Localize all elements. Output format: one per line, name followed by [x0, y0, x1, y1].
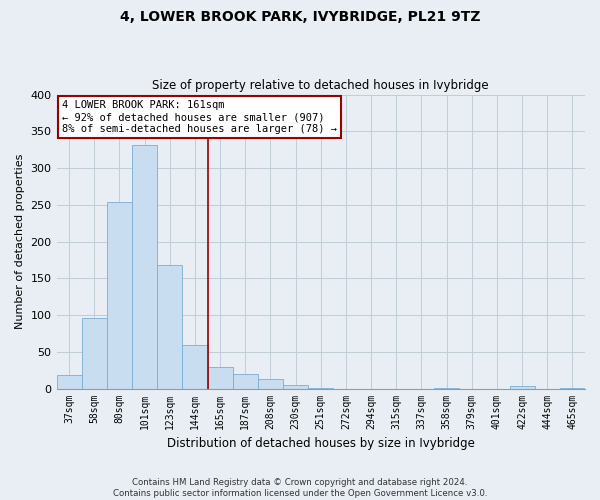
Y-axis label: Number of detached properties: Number of detached properties [15, 154, 25, 329]
Bar [132, 144, 157, 388]
Bar [283, 385, 308, 388]
Bar [107, 202, 132, 388]
Bar [258, 379, 283, 388]
Bar [56, 376, 82, 388]
Text: Contains HM Land Registry data © Crown copyright and database right 2024.
Contai: Contains HM Land Registry data © Crown c… [113, 478, 487, 498]
Text: 4, LOWER BROOK PARK, IVYBRIDGE, PL21 9TZ: 4, LOWER BROOK PARK, IVYBRIDGE, PL21 9TZ [120, 10, 480, 24]
Bar [182, 345, 208, 389]
Bar [82, 318, 107, 388]
X-axis label: Distribution of detached houses by size in Ivybridge: Distribution of detached houses by size … [167, 437, 475, 450]
Bar [208, 366, 233, 388]
Text: 4 LOWER BROOK PARK: 161sqm
← 92% of detached houses are smaller (907)
8% of semi: 4 LOWER BROOK PARK: 161sqm ← 92% of deta… [62, 100, 337, 134]
Bar [157, 265, 182, 388]
Title: Size of property relative to detached houses in Ivybridge: Size of property relative to detached ho… [152, 79, 489, 92]
Bar [509, 386, 535, 388]
Bar [233, 374, 258, 388]
